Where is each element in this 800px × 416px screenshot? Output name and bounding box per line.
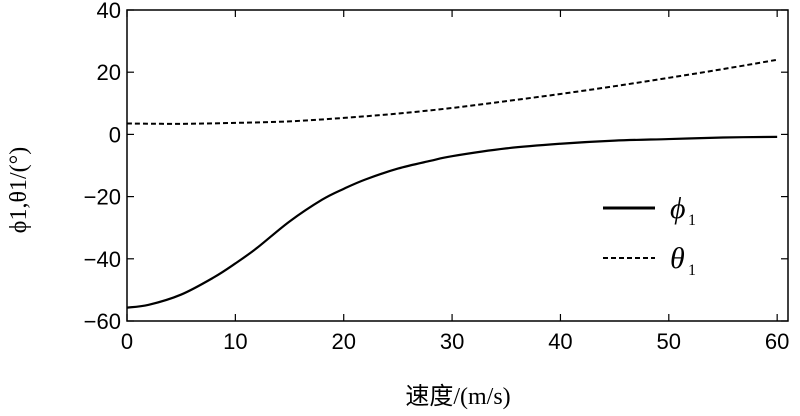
legend-label: ϕ (670, 192, 686, 225)
legend: ϕ 1θ 1 (603, 192, 696, 279)
legend-label-subscript: 1 (688, 262, 696, 279)
plot-area (126, 9, 789, 322)
y-tick-label: 40 (97, 0, 121, 23)
y-axis-title: ϕ1,θ1/(°) (6, 147, 32, 233)
y-axis-ticks: 40 20 0 −20 −40 −60 (84, 0, 788, 334)
x-tick-label: 60 (765, 329, 789, 354)
x-axis-ticks: 0 10 20 30 40 50 60 (121, 10, 789, 354)
y-tick-label: −20 (84, 185, 121, 210)
series-line-theta1 (126, 58, 778, 125)
legend-label: θ (670, 242, 685, 275)
y-tick-label: −40 (84, 247, 121, 272)
x-tick-label: 20 (331, 329, 355, 354)
plot-frame (126, 9, 789, 322)
x-tick-label: 30 (440, 329, 464, 354)
y-tick-label: 20 (97, 60, 121, 85)
y-tick-label: −60 (84, 309, 121, 334)
x-tick-label: 0 (121, 329, 133, 354)
series-line-phi1 (126, 135, 778, 309)
x-tick-label: 40 (548, 329, 572, 354)
legend-label-subscript: 1 (688, 212, 696, 229)
x-axis-title: 速度/(m/s) (405, 383, 510, 410)
x-tick-label: 50 (657, 329, 681, 354)
series-layer (126, 58, 778, 309)
y-tick-label: 0 (109, 122, 121, 147)
x-tick-label: 10 (223, 329, 247, 354)
